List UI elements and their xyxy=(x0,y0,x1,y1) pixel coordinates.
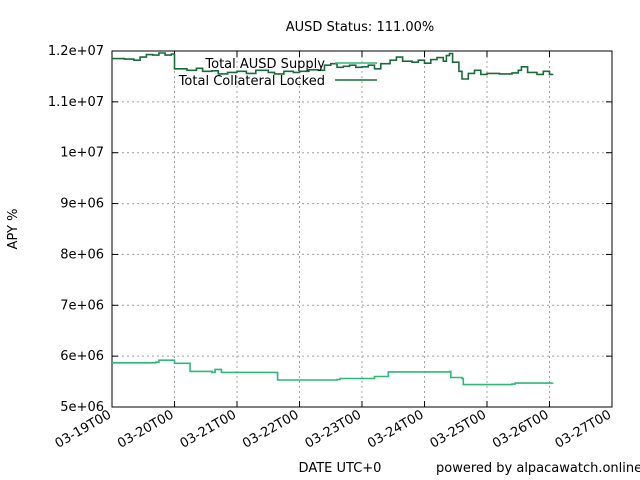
x-tick-label: 03-25T00 xyxy=(428,407,489,451)
y-tick-label: 1e+07 xyxy=(60,146,104,161)
x-tick-label: 03-23T00 xyxy=(303,407,364,451)
x-tick-label: 03-24T00 xyxy=(365,407,426,451)
footer-credit: powered by alpacawatch.online xyxy=(436,461,640,476)
x-tick-label: 03-20T00 xyxy=(115,407,176,451)
legend-label: Total AUSD Supply xyxy=(204,57,325,72)
x-tick-label: 03-21T00 xyxy=(178,407,239,451)
legend-label: Total Collateral Locked xyxy=(178,74,325,89)
y-tick-label: 8e+06 xyxy=(60,247,104,262)
x-tick-label: 03-27T00 xyxy=(553,407,614,451)
y-tick-label: 9e+06 xyxy=(60,197,104,212)
y-tick-label: 1.2e+07 xyxy=(48,44,104,59)
x-axis: 03-19T00 03-20T00 03-21T00 03-22T00 03-23T00… xyxy=(53,51,614,452)
y-axis-label: APY % xyxy=(6,209,21,250)
y-tick-label: 7e+06 xyxy=(60,298,104,313)
legend: Total AUSD Supply Total Collateral Locked xyxy=(178,57,377,89)
chart-title: AUSD Status: 111.00% xyxy=(286,20,435,35)
grid xyxy=(112,51,612,407)
series-line-total-ausd-supply xyxy=(112,359,554,386)
y-axis: 5e+06 6e+06 7e+06 8e+06 9e+06 1e+07 1.1e+07 1.2… xyxy=(48,44,612,415)
plot-frame xyxy=(111,50,613,408)
y-tick-label: 6e+06 xyxy=(60,349,104,364)
x-axis-label: DATE UTC+0 xyxy=(299,461,382,476)
y-tick-label: 5e+06 xyxy=(60,400,104,415)
series-line-total-collateral-locked xyxy=(112,52,554,80)
x-tick-label: 03-26T00 xyxy=(490,407,551,451)
x-tick-label: 03-22T00 xyxy=(240,407,301,451)
y-tick-label: 1.1e+07 xyxy=(48,95,104,110)
series-lines xyxy=(112,52,554,386)
